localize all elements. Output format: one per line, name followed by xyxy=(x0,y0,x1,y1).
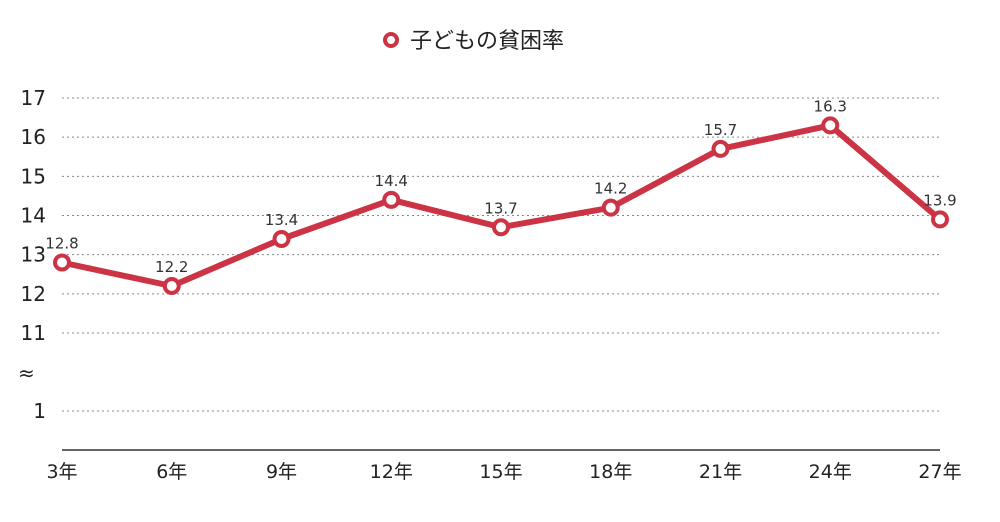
data-label: 13.9 xyxy=(923,191,956,209)
data-point xyxy=(601,198,620,217)
y-tick-label: 11 xyxy=(21,321,46,345)
data-points xyxy=(53,116,949,295)
x-tick-label: 21年 xyxy=(699,461,742,483)
x-tick-label: 24年 xyxy=(809,461,852,483)
legend-label: 子どもの貧困率 xyxy=(410,29,564,54)
data-point xyxy=(53,253,71,272)
y-tick-label: 12 xyxy=(21,282,46,306)
data-point xyxy=(931,210,949,229)
x-tick-label: 27年 xyxy=(918,461,961,483)
y-tick-label: 1 xyxy=(33,399,46,423)
data-label: 16.3 xyxy=(814,97,847,115)
legend: 子どもの貧困率 xyxy=(383,29,564,54)
y-tick-label: 17 xyxy=(21,86,46,110)
y-tick-label: 16 xyxy=(21,125,46,149)
data-label: 14.4 xyxy=(375,172,408,190)
data-point xyxy=(162,277,181,295)
data-label: 12.2 xyxy=(155,258,188,276)
data-point xyxy=(492,218,510,237)
y-tick-label: 14 xyxy=(21,204,46,228)
y-tick-label: 15 xyxy=(21,164,46,188)
x-tick-label: 18年 xyxy=(589,461,632,483)
y-tick-label: 13 xyxy=(21,243,46,267)
data-label: 13.4 xyxy=(265,211,298,229)
grid xyxy=(62,97,940,412)
data-point xyxy=(382,190,401,209)
axis-break-symbol: ≈ xyxy=(18,361,35,385)
x-tick-label: 12年 xyxy=(370,461,413,483)
x-tick-label: 3年 xyxy=(46,461,77,483)
data-label: 12.8 xyxy=(45,235,78,253)
data-label: 15.7 xyxy=(704,121,737,139)
x-axis-ticks: 3年 6年 9年 12年 15年 18年 21年 24年 27年 xyxy=(46,461,961,483)
x-tick-label: 6年 xyxy=(156,461,187,483)
data-point xyxy=(711,139,730,158)
data-label: 14.2 xyxy=(594,180,627,198)
data-label: 13.7 xyxy=(484,199,517,217)
data-point xyxy=(821,116,840,135)
x-tick-label: 9年 xyxy=(266,461,297,483)
legend-marker-icon xyxy=(383,32,399,48)
data-labels: 12.8 12.2 13.4 14.4 13.7 14.2 15.7 16.3 13.9 xyxy=(45,97,956,276)
data-point xyxy=(272,230,291,248)
x-tick-label: 15年 xyxy=(479,461,522,483)
